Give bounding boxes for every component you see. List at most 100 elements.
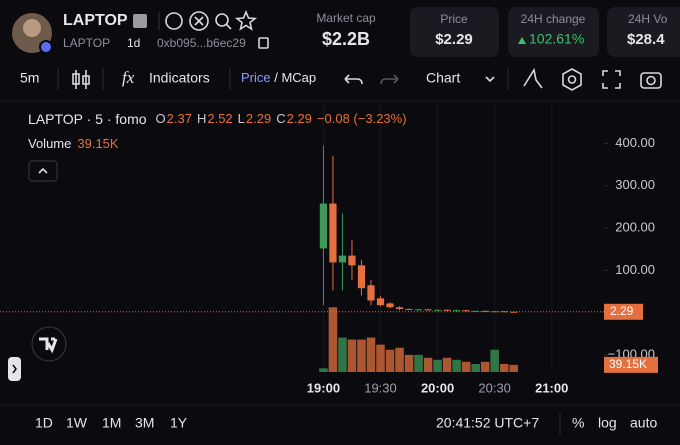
ohlc-change: −0.08 (−3.23%) [317,111,407,126]
range-button[interactable]: 1M [102,415,121,431]
verified-badge [39,40,53,54]
token-name: LAPTOP [63,12,128,29]
address: 0xb095...b6ec29 [157,36,246,50]
card-value: $2.29 [435,31,473,48]
ohlc-key: C [276,111,285,126]
fx-icon[interactable]: fx [122,68,135,87]
volume-bar [452,359,461,372]
toolbar: 5m fx Indicators Price / MCap Chart [0,67,680,102]
star-icon[interactable] [234,9,258,31]
auto-toggle[interactable]: auto [630,415,657,431]
ohlc-key: H [197,111,206,126]
side-tab[interactable] [8,357,21,381]
candle-body [405,308,413,310]
card-label: 24H Vo [628,12,668,26]
y-tick-label: 100.00 [615,262,655,277]
search-icon[interactable] [215,13,229,27]
market-cap-label: Market cap [316,11,376,25]
collapse-chevron [38,167,48,174]
candle-body [338,255,347,263]
volume-value: 39.15K [77,136,119,151]
candle-body [395,307,404,309]
volume-bar [414,354,423,372]
price-option[interactable]: Price [241,70,271,85]
candle-body [376,298,385,306]
volume-bar [395,347,404,372]
volume-bar [376,344,385,372]
price-card [410,7,499,57]
volume-card [607,7,680,57]
indicators[interactable]: Indicators [149,70,210,86]
up-arrow [518,37,526,44]
volume-bar [328,307,338,372]
x-tick-label: 20:30 [478,380,511,395]
card-label: Price [440,12,468,26]
volume-bar [319,368,328,372]
interval[interactable]: 5m [20,70,39,86]
volume-bar [471,363,480,372]
screenshot-icon[interactable] [640,72,662,89]
card-value: $28.4 [627,31,665,48]
x-icon[interactable] [189,11,209,31]
candle-body [481,310,489,312]
tv-glyph [39,337,58,354]
candle-type-icon[interactable] [72,70,90,89]
fullscreen-icon[interactable] [602,70,621,89]
website-icon[interactable] [165,12,183,30]
volume-name: Volume [28,136,71,151]
candle-body [424,309,432,311]
volume-bar [357,339,366,372]
candle-body [386,303,394,308]
header: LAPTOP LAPTOP 1d 0xb095...b6ec29 Market … [12,7,680,57]
x-tick-label: 20:00 [421,380,454,395]
undo-icon[interactable] [344,74,363,85]
settings-icon[interactable] [562,68,582,91]
ohlc-value: 2.37 [167,111,192,126]
flag-icon[interactable] [133,14,147,28]
range-button[interactable]: 1D [35,415,53,431]
x-glyph [194,16,204,26]
settings-center [567,75,577,84]
chart-overlay: LAPTOP · 5 · fomo O2.37 H2.52 L2.29 C2.29 −0.… [8,111,407,381]
candle-body [472,310,480,312]
volume-bar [442,357,452,372]
volume-bar [404,354,414,372]
copy-icon[interactable] [258,37,269,49]
log-toggle[interactable]: log [598,415,617,431]
price-mcap-toggle[interactable]: Price / MCap [241,70,316,85]
candle-body [433,309,442,311]
chart-mode[interactable]: Chart [426,70,460,86]
candle-body [367,285,375,301]
candle-body [329,203,337,263]
crosshair-icon[interactable] [523,67,543,89]
y-tick-label: 300.00 [615,177,655,192]
x-tick-label: 19:30 [364,380,397,395]
redo-icon[interactable] [380,74,399,85]
lens [646,75,656,86]
collapse-button[interactable] [28,160,58,182]
ohlc-value: 2.52 [207,111,232,126]
candle-body [491,311,499,313]
candle-body [462,310,470,312]
volume-tag [604,356,658,373]
candle-body [443,309,451,311]
chart: 19:00 19:30 20:00 20:30 21:00 400.00 300.00 200… [0,103,658,395]
range-button[interactable]: 1W [66,415,88,431]
range-buttons: 1D 1W 1M 3M 1Y [35,415,188,431]
range-button[interactable]: 1Y [170,415,188,431]
candle-body [357,265,366,289]
dropdown-chevron [485,76,495,83]
volume-bar [490,349,499,372]
candle-body [452,310,461,312]
percent-toggle[interactable]: % [572,415,584,431]
card-value: 102.61% [529,31,584,47]
avatar-face [23,19,41,37]
age: 1d [127,36,140,50]
change-card [508,7,599,57]
mcap-option[interactable]: MCap [281,70,316,85]
volume-bar [423,357,433,372]
range-button[interactable]: 3M [135,415,154,431]
